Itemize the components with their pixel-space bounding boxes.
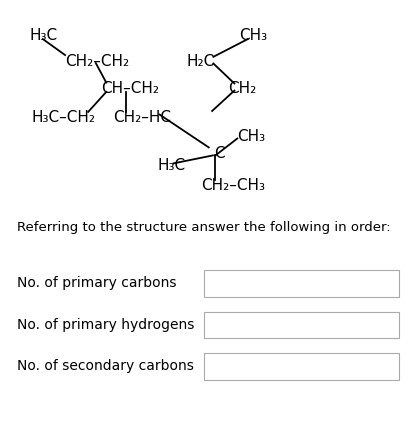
Text: CH₂–CH₃: CH₂–CH₃ [202, 178, 265, 193]
Text: CH₃: CH₃ [239, 28, 268, 43]
Bar [204, 312, 399, 338]
Text: C: C [214, 146, 225, 161]
Bar [204, 353, 399, 380]
Text: CH₂–CH₂: CH₂–CH₂ [65, 54, 129, 69]
Text: CH₂: CH₂ [228, 81, 256, 96]
Text: Referring to the structure answer the following in order:: Referring to the structure answer the fo… [17, 221, 391, 234]
Text: No. of primary hydrogens: No. of primary hydrogens [17, 318, 194, 332]
Text: CH₂–HC: CH₂–HC [113, 110, 171, 125]
Text: H₃C: H₃C [29, 28, 58, 43]
Text: H₂C: H₂C [187, 54, 215, 69]
Text: H₃C–CH₂: H₃C–CH₂ [32, 110, 95, 125]
Text: No. of primary carbons: No. of primary carbons [17, 276, 176, 290]
Text: H₃C: H₃C [158, 158, 186, 173]
Bar [204, 270, 399, 297]
Text: CH–CH₂: CH–CH₂ [101, 81, 159, 96]
Text: No. of secondary carbons: No. of secondary carbons [17, 359, 194, 373]
Text: CH₃: CH₃ [237, 129, 265, 144]
